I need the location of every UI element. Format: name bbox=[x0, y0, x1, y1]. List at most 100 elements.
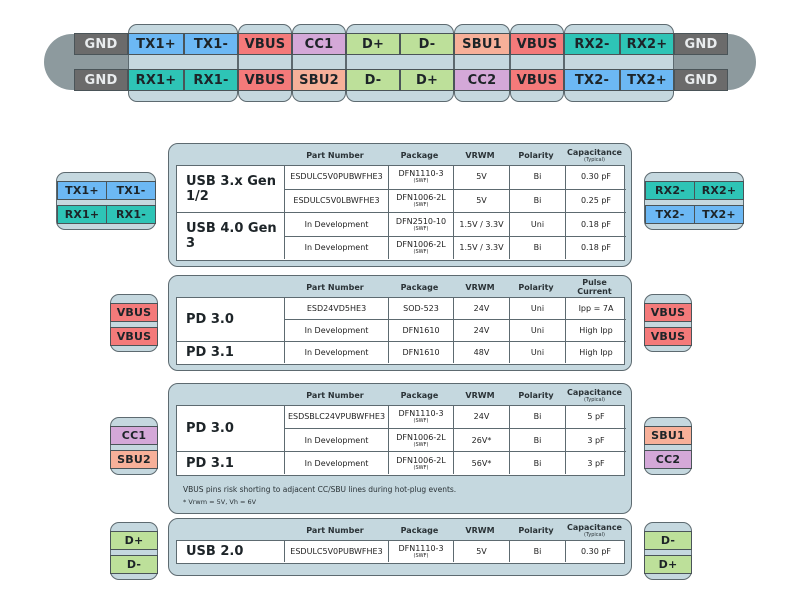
cell-polarity: Uni bbox=[509, 319, 565, 341]
cell-vrwm: 24V bbox=[453, 297, 509, 319]
cell-package: DFN1110-3 (SWF) bbox=[388, 540, 453, 562]
cell-polarity: Bi bbox=[509, 165, 565, 189]
cell-text: 0.30 pF bbox=[580, 172, 612, 182]
cell-package: DFN1110-3 (SWF) bbox=[388, 165, 453, 189]
cell-text: Uni bbox=[530, 219, 545, 229]
usb2-table-panel: Part Number Package VRWM Polarity Capacitanc… bbox=[168, 518, 632, 576]
cell-subtext: (SWF) bbox=[413, 225, 429, 232]
cell-text: DFN1006-2L bbox=[396, 240, 446, 250]
badge-pin-d-plus: D+ bbox=[110, 531, 158, 550]
connector-pin-cc2: CC2 bbox=[454, 69, 510, 91]
cell-text: DFN2510-10 bbox=[395, 216, 447, 226]
badge-pin-tx1-minus: TX1- bbox=[106, 181, 156, 200]
cell-text: DFN1610 bbox=[402, 348, 440, 357]
cell-polarity: Bi bbox=[509, 405, 565, 428]
badge-pin-sbu2: SBU2 bbox=[110, 450, 158, 469]
cell-text: Ipp = 7A bbox=[578, 303, 614, 313]
cell-vrwm: 5V bbox=[453, 188, 509, 212]
cell-subtext: (SWF) bbox=[413, 178, 429, 185]
cell-value: 0.18 pF bbox=[565, 212, 626, 236]
header-last: Capacitance (Typical) bbox=[564, 144, 625, 166]
cell-text: 24V bbox=[473, 303, 490, 313]
connector-pin-tx1-plus: TX1+ bbox=[128, 33, 184, 55]
cc-sbu-right-badge: SBU1 CC2 bbox=[644, 417, 692, 475]
cell-package: DFN1610 bbox=[388, 341, 453, 363]
header-vrwm: VRWM bbox=[452, 384, 508, 406]
cell-text: 48V bbox=[473, 348, 490, 357]
cell-part: ESD24VD5HE3 bbox=[284, 297, 388, 319]
badge-pin-tx2-minus: TX2- bbox=[645, 205, 695, 224]
header-label: Package bbox=[400, 525, 439, 535]
cell-text: 24V bbox=[473, 326, 490, 335]
connector-pin-vbus: VBUS bbox=[510, 69, 564, 91]
cell-text: 0.25 pF bbox=[580, 196, 612, 206]
cell-polarity: Bi bbox=[509, 451, 565, 474]
header-label: Part Number bbox=[306, 282, 364, 292]
header-label: Polarity bbox=[518, 390, 554, 400]
superspeed-left-badge: TX1+ TX1- RX1+ RX1- bbox=[56, 172, 156, 230]
cell-value: High Ipp bbox=[565, 341, 626, 363]
cell-polarity: Bi bbox=[509, 235, 565, 259]
cell-package: DFN1110-3 (SWF) bbox=[388, 405, 453, 428]
cell-text: 5V bbox=[476, 172, 487, 182]
cell-part: ESDSBLC24VPUBWFHE3 bbox=[284, 405, 388, 428]
header-polarity: Polarity bbox=[508, 276, 564, 298]
badge-pin-rx2-plus: RX2+ bbox=[694, 181, 744, 200]
header-label: VRWM bbox=[465, 282, 495, 292]
cell-value: High Ipp bbox=[565, 319, 626, 341]
badge-pin-rx1-minus: RX1- bbox=[106, 205, 156, 224]
header-label: VRWM bbox=[465, 525, 495, 535]
header-part: Part Number bbox=[283, 519, 387, 541]
cell-value: 5 pF bbox=[565, 405, 626, 428]
badge-pin-d-minus: D- bbox=[644, 531, 692, 550]
header-label: Polarity bbox=[518, 282, 554, 292]
header-label: Package bbox=[400, 150, 439, 160]
cell-part: ESDULC5V0PUBWFHE3 bbox=[284, 165, 388, 189]
cell-text: Bi bbox=[533, 546, 542, 556]
connector-pin-rx1-plus: RX1+ bbox=[128, 69, 184, 91]
cell-text: Bi bbox=[533, 458, 542, 468]
vbus-right-badge: VBUS VBUS bbox=[644, 294, 692, 352]
badge-pin-vbus: VBUS bbox=[644, 327, 692, 346]
cell-polarity: Uni bbox=[509, 212, 565, 236]
cell-polarity: Bi bbox=[509, 188, 565, 212]
connector-pin-gnd: GND bbox=[74, 69, 128, 91]
footnote: * Vrwm = 5V, Vh = 6V bbox=[183, 498, 257, 506]
cell-text: ESDULC5V0LBWFHE3 bbox=[293, 196, 380, 206]
cell-package: DFN1006-2L (SWF) bbox=[388, 428, 453, 451]
cell-part: In Development bbox=[284, 235, 388, 259]
cell-package: DFN1006-2L (SWF) bbox=[388, 235, 453, 259]
group-label: PD 3.1 bbox=[177, 341, 284, 363]
header-label: VRWM bbox=[465, 390, 495, 400]
badge-pin-rx1-plus: RX1+ bbox=[57, 205, 107, 224]
group-label: USB 2.0 bbox=[186, 543, 244, 559]
connector-pin-tx1-minus: TX1- bbox=[184, 33, 238, 55]
cell-text: High Ipp bbox=[579, 348, 613, 357]
header-label: Capacitance bbox=[567, 147, 622, 157]
cell-text: In Development bbox=[304, 458, 369, 468]
connector-pin-gnd: GND bbox=[74, 33, 128, 55]
cell-part: In Development bbox=[284, 451, 388, 474]
badge-pin-cc1: CC1 bbox=[110, 426, 158, 445]
cell-text: In Development bbox=[304, 243, 369, 253]
cell-text: 3 pF bbox=[587, 458, 605, 468]
badge-pin-vbus: VBUS bbox=[644, 303, 692, 322]
header-part: Part Number bbox=[283, 384, 387, 406]
cell-text: Uni bbox=[530, 348, 545, 357]
badge-pin-vbus: VBUS bbox=[110, 303, 158, 322]
cell-vrwm: 1.5V / 3.3V bbox=[453, 235, 509, 259]
cell-text: 3 pF bbox=[587, 435, 605, 445]
cell-text: ESDULC5V0PUBWFHE3 bbox=[290, 172, 383, 182]
connector-pin-rx2-minus: RX2- bbox=[564, 33, 620, 55]
cell-text: Bi bbox=[533, 172, 542, 182]
cell-text: In Development bbox=[304, 219, 369, 229]
connector-pin-sbu2: SBU2 bbox=[292, 69, 346, 91]
header-vrwm: VRWM bbox=[452, 519, 508, 541]
header-vrwm: VRWM bbox=[452, 144, 508, 166]
connector-pin-rx1-minus: RX1- bbox=[184, 69, 238, 91]
cell-text: Uni bbox=[530, 326, 545, 335]
cell-text: In Development bbox=[304, 435, 369, 445]
badge-pin-tx2-plus: TX2+ bbox=[694, 205, 744, 224]
cell-value: 3 pF bbox=[565, 428, 626, 451]
connector-pin-vbus: VBUS bbox=[238, 69, 292, 91]
